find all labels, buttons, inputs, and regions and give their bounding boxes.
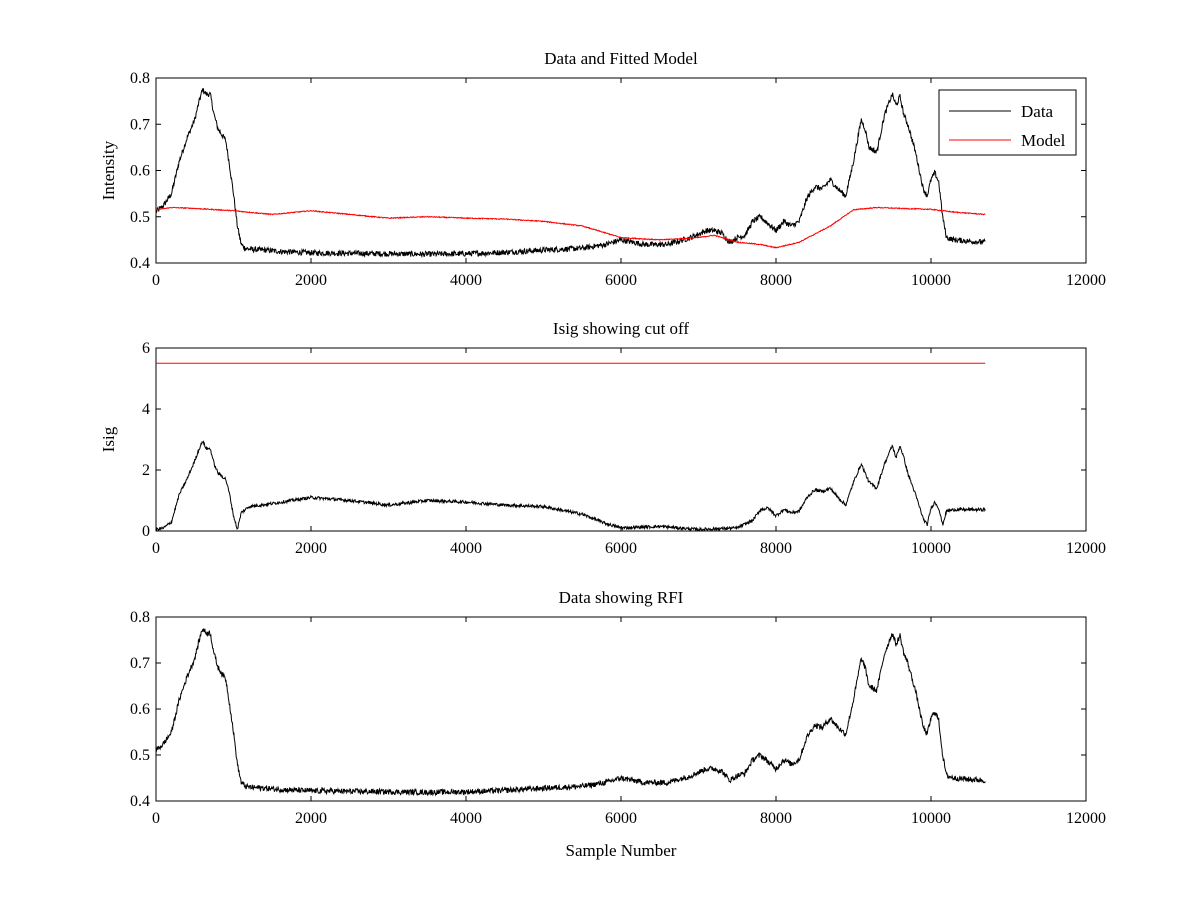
x-tick-label: 0 [152,810,160,827]
x-tick-label: 6000 [605,540,637,557]
y-axis-label: Intensity [99,140,118,200]
x-tick-label: 8000 [760,272,792,289]
x-tick-label: 2000 [295,810,327,827]
chart-title: Data and Fitted Model [544,49,698,68]
y-tick-label: 0.7 [130,116,150,133]
y-tick-label: 0.4 [130,793,150,810]
y-tick-label: 0.8 [130,70,150,87]
series-line-data [156,88,986,259]
x-tick-label: 0 [152,540,160,557]
chart-title: Data showing RFI [559,588,684,607]
x-tick-label: 0 [152,272,160,289]
x-tick-label: 4000 [450,540,482,557]
y-tick-label: 4 [142,401,150,418]
y-axis-label: Isig [99,426,118,452]
y-tick-label: 0 [142,523,150,540]
y-tick-label: 0.5 [130,747,150,764]
y-tick-label: 0.5 [130,209,150,226]
x-tick-label: 2000 [295,272,327,289]
x-tick-label: 4000 [450,810,482,827]
y-tick-label: 0.4 [130,255,150,272]
x-tick-label: 8000 [760,810,792,827]
x-tick-label: 6000 [605,272,637,289]
legend-box [938,89,1077,156]
y-tick-label: 0.8 [130,609,150,626]
chart-panel-2: 0 2000 4000 6000 8000 10000 12000 0 2 4 6 Isig show… [99,319,1106,557]
series-line-model [156,206,986,249]
axes-frame [155,616,1087,802]
x-tick-label: 6000 [605,810,637,827]
x-tick-label: 12000 [1066,272,1106,289]
x-axis-label: Sample Number [566,841,677,860]
x-tick-label: 10000 [911,810,951,827]
x-tick-label: 10000 [911,272,951,289]
y-tick-label: 0.6 [130,701,150,718]
series-line-1 [156,628,986,797]
x-tick-label: 12000 [1066,810,1106,827]
chart-title: Isig showing cut off [553,319,689,338]
legend: Data Model [938,89,1077,156]
legend-entry-model: Model [1021,131,1066,150]
x-tick-label: 2000 [295,540,327,557]
x-tick-label: 12000 [1066,540,1106,557]
x-tick-label: 10000 [911,540,951,557]
y-tick-label: 2 [142,462,150,479]
legend-entry-data: Data [1021,102,1054,121]
y-tick-label: 0.6 [130,163,150,180]
axes-frame [155,77,1087,264]
y-tick-label: 0.7 [130,655,150,672]
y-tick-label: 6 [142,340,150,357]
chart-panel-3: 0 2000 4000 6000 8000 10000 12000 0.4 0.5 0.6 0.7 0… [130,588,1106,860]
x-tick-label: 4000 [450,272,482,289]
series-line-1 [156,440,986,531]
chart-panel-1: 0 2000 4000 6000 8000 10000 12000 0.4 0.5 0.6 0.7 0… [99,49,1106,289]
axes-frame [155,347,1087,532]
x-tick-label: 8000 [760,540,792,557]
